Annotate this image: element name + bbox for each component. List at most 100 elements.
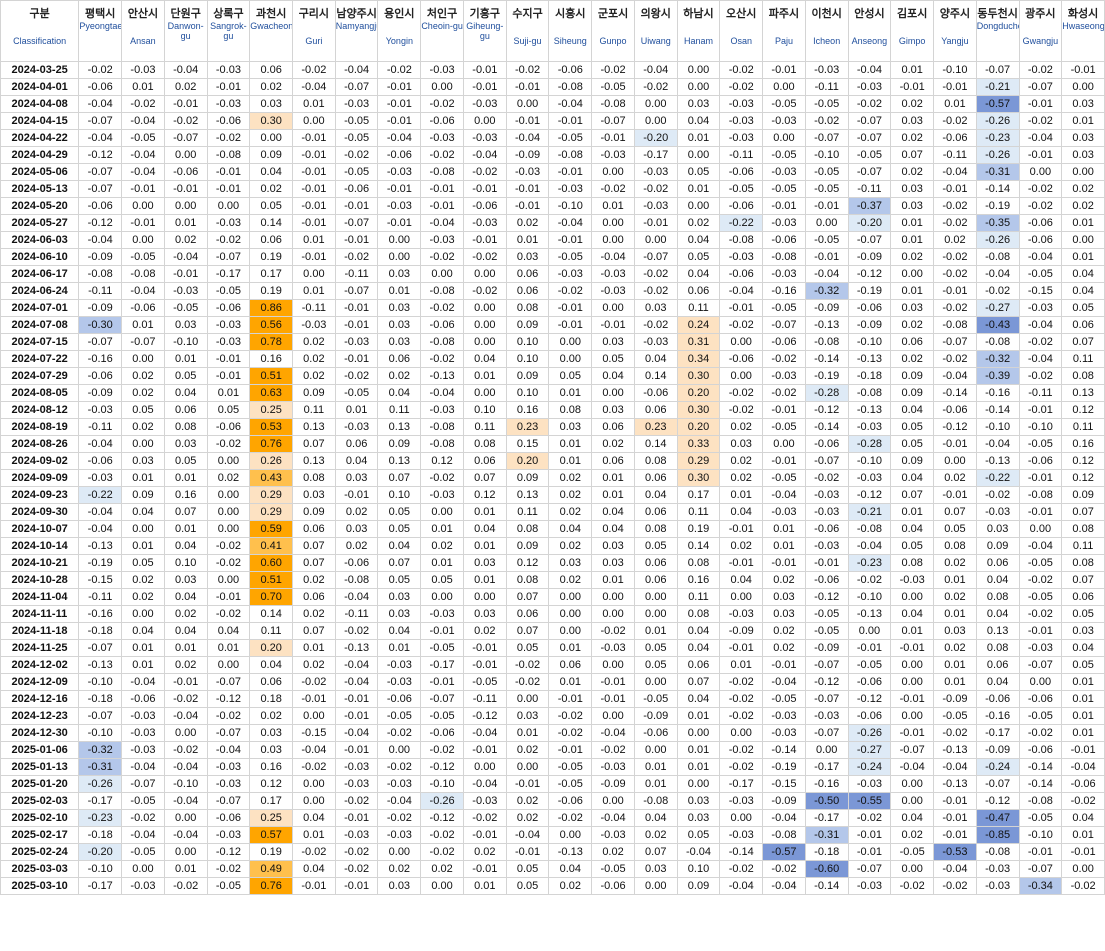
value-cell: 0.01	[890, 503, 935, 521]
value-cell: -0.01	[334, 690, 379, 708]
value-cell: -0.04	[163, 792, 208, 810]
row-date: 2025-01-06	[0, 741, 80, 759]
value-cell: -0.03	[633, 197, 678, 215]
value-cell: 0.23	[633, 418, 678, 436]
value-cell: 0.02	[121, 571, 165, 589]
value-cell: -0.35	[975, 214, 1020, 232]
value-cell: -0.06	[847, 707, 892, 725]
value-cell: -0.02	[719, 316, 764, 334]
value-cell: -0.02	[420, 95, 464, 113]
value-cell: 0.02	[591, 843, 635, 861]
value-cell: -0.05	[334, 163, 379, 181]
value-cell: -0.08	[420, 418, 464, 436]
value-cell: 0.07	[292, 622, 336, 640]
value-cell: -0.03	[334, 826, 379, 844]
value-cell: 0.05	[591, 350, 635, 368]
value-cell: -0.14	[804, 877, 849, 895]
value-cell: -0.11	[804, 78, 849, 96]
value-cell: -0.04	[548, 95, 593, 113]
table-row: 2024-04-29 -0.12 -0.04 0.00 -0.08 0.09 -0.01 -0…	[0, 146, 1105, 164]
value-cell: 0.01	[462, 877, 507, 895]
value-cell: 0.12	[1061, 452, 1105, 470]
value-cell: 0.03	[1061, 95, 1105, 113]
value-cell: -0.03	[206, 316, 251, 334]
value-cell: 0.03	[1061, 146, 1105, 164]
table-row: 2025-02-03 -0.17 -0.05 -0.04 -0.07 0.17 0.00 -0…	[0, 792, 1105, 810]
value-cell: 0.00	[890, 707, 935, 725]
value-cell: 0.60	[249, 554, 294, 572]
value-cell: 0.03	[334, 469, 379, 487]
value-cell: -0.04	[121, 163, 165, 181]
value-cell: 0.06	[334, 435, 379, 453]
value-cell: 0.07	[676, 673, 721, 691]
value-cell: -0.04	[292, 78, 336, 96]
table-row: 2025-02-17 -0.18 -0.04 -0.04 -0.03 0.57 0.01 -0…	[0, 826, 1105, 844]
value-cell: 0.05	[676, 248, 721, 266]
value-cell: 0.04	[975, 571, 1020, 589]
value-cell: 0.05	[633, 537, 678, 555]
value-cell: -0.03	[890, 571, 935, 589]
value-cell: 0.03	[505, 707, 550, 725]
value-cell: -0.02	[719, 673, 764, 691]
value-cell: -0.03	[719, 605, 764, 623]
value-cell: 0.03	[377, 265, 422, 283]
value-cell: -0.09	[591, 775, 635, 793]
value-cell: -0.19	[975, 197, 1020, 215]
column-header-en: Gwangju	[1018, 21, 1063, 62]
value-cell: -0.02	[292, 758, 336, 776]
value-cell: -0.01	[292, 129, 336, 147]
value-cell: 0.06	[633, 469, 678, 487]
value-cell: 0.10	[505, 350, 550, 368]
value-cell: -0.08	[1018, 792, 1063, 810]
value-cell: 0.03	[377, 299, 422, 317]
value-cell: -0.09	[804, 299, 849, 317]
value-cell: 0.02	[121, 367, 165, 385]
value-cell: -0.16	[975, 707, 1020, 725]
value-cell: -0.06	[121, 299, 165, 317]
value-cell: 0.02	[163, 605, 208, 623]
value-cell: -0.04	[377, 129, 422, 147]
value-cell: -0.07	[890, 741, 935, 759]
value-cell: -0.09	[762, 792, 806, 810]
value-cell: -0.02	[1018, 197, 1063, 215]
value-cell: -0.01	[420, 622, 464, 640]
value-cell: 0.00	[1061, 860, 1105, 878]
value-cell: -0.02	[933, 112, 977, 130]
value-cell: 0.01	[548, 452, 593, 470]
column-header-ko: 구리시	[292, 0, 336, 21]
value-cell: 0.00	[163, 197, 208, 215]
value-cell: -0.05	[334, 384, 379, 402]
column-header-ko: 파주시	[762, 0, 806, 21]
value-cell: -0.02	[847, 95, 892, 113]
value-cell: 0.03	[591, 554, 635, 572]
value-cell: -0.08	[975, 248, 1020, 266]
value-cell: -0.03	[334, 333, 379, 351]
value-cell: -0.01	[1018, 503, 1063, 521]
column-header-ko: 수지구	[505, 0, 550, 21]
value-cell: -0.03	[420, 231, 464, 249]
table-row: 2024-12-02 -0.13 0.01 0.02 0.00 0.04 0.02 -0.04…	[0, 656, 1105, 674]
value-cell: 0.30	[249, 112, 294, 130]
value-cell: -0.03	[548, 265, 593, 283]
value-cell: -0.01	[206, 350, 251, 368]
value-cell: -0.06	[206, 809, 251, 827]
value-cell: 0.00	[762, 435, 806, 453]
value-cell: 0.02	[890, 316, 935, 334]
value-cell: -0.02	[334, 860, 379, 878]
value-cell: 0.01	[591, 571, 635, 589]
value-cell: 0.02	[890, 248, 935, 266]
value-cell: 0.08	[548, 401, 593, 419]
value-cell: 0.00	[548, 333, 593, 351]
value-cell: 0.49	[249, 860, 294, 878]
value-cell: -0.01	[377, 214, 422, 232]
table-row: 2024-10-14 -0.13 0.01 0.04 -0.02 0.41 0.07 0.02…	[0, 537, 1105, 555]
value-cell: 0.00	[633, 741, 678, 759]
value-cell: -0.05	[420, 707, 464, 725]
value-cell: -0.01	[633, 214, 678, 232]
value-cell: -0.13	[847, 605, 892, 623]
value-cell: -0.05	[548, 248, 593, 266]
row-date: 2024-07-08	[0, 316, 80, 334]
value-cell: -0.04	[462, 775, 507, 793]
value-cell: 0.04	[163, 622, 208, 640]
value-cell: 0.01	[933, 95, 977, 113]
